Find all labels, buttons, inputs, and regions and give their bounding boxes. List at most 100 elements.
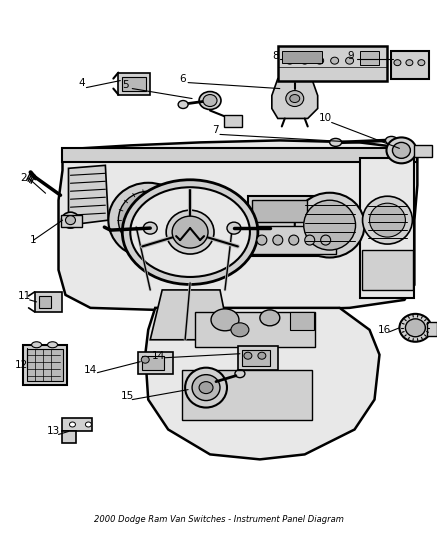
Ellipse shape bbox=[257, 235, 267, 245]
Text: 4: 4 bbox=[78, 78, 85, 87]
Ellipse shape bbox=[321, 235, 331, 245]
Ellipse shape bbox=[260, 310, 280, 326]
FancyBboxPatch shape bbox=[282, 51, 321, 63]
Ellipse shape bbox=[418, 60, 425, 66]
Text: 10: 10 bbox=[319, 114, 332, 124]
Text: 16: 16 bbox=[378, 325, 391, 335]
FancyBboxPatch shape bbox=[142, 356, 164, 370]
Ellipse shape bbox=[61, 212, 79, 228]
Text: 2000 Dodge Ram Van Switches - Instrument Panel Diagram: 2000 Dodge Ram Van Switches - Instrument… bbox=[94, 515, 344, 524]
FancyBboxPatch shape bbox=[414, 146, 432, 157]
Polygon shape bbox=[145, 308, 379, 459]
Ellipse shape bbox=[70, 422, 75, 427]
Ellipse shape bbox=[192, 375, 220, 401]
Polygon shape bbox=[59, 140, 417, 312]
Text: 9: 9 bbox=[347, 51, 354, 61]
Ellipse shape bbox=[185, 368, 227, 408]
Ellipse shape bbox=[211, 309, 239, 331]
Ellipse shape bbox=[199, 382, 213, 393]
Ellipse shape bbox=[346, 57, 353, 64]
Text: 11: 11 bbox=[18, 291, 31, 301]
Ellipse shape bbox=[178, 101, 188, 109]
Ellipse shape bbox=[258, 352, 266, 359]
FancyBboxPatch shape bbox=[242, 350, 270, 366]
Ellipse shape bbox=[273, 235, 283, 245]
Ellipse shape bbox=[231, 323, 249, 337]
Ellipse shape bbox=[406, 60, 413, 66]
Text: 15: 15 bbox=[120, 391, 134, 401]
Ellipse shape bbox=[286, 91, 304, 107]
Polygon shape bbox=[68, 165, 108, 225]
Text: 14: 14 bbox=[84, 365, 97, 375]
FancyBboxPatch shape bbox=[361, 250, 413, 290]
FancyBboxPatch shape bbox=[195, 312, 314, 347]
Text: 14: 14 bbox=[152, 351, 165, 361]
Ellipse shape bbox=[406, 319, 425, 337]
Ellipse shape bbox=[289, 235, 299, 245]
Ellipse shape bbox=[199, 92, 221, 109]
Text: 2: 2 bbox=[20, 173, 27, 183]
FancyBboxPatch shape bbox=[122, 77, 146, 91]
Ellipse shape bbox=[385, 136, 397, 144]
Ellipse shape bbox=[141, 356, 149, 363]
Ellipse shape bbox=[244, 352, 252, 359]
Ellipse shape bbox=[331, 57, 339, 64]
FancyBboxPatch shape bbox=[392, 51, 429, 78]
Ellipse shape bbox=[301, 57, 309, 64]
Ellipse shape bbox=[227, 222, 241, 234]
Text: 8: 8 bbox=[272, 51, 279, 61]
Text: 13: 13 bbox=[47, 426, 60, 437]
FancyBboxPatch shape bbox=[63, 432, 77, 443]
FancyBboxPatch shape bbox=[63, 417, 92, 432]
Ellipse shape bbox=[66, 216, 75, 224]
Ellipse shape bbox=[143, 222, 157, 234]
FancyBboxPatch shape bbox=[27, 349, 64, 381]
Text: 5: 5 bbox=[122, 79, 129, 90]
FancyBboxPatch shape bbox=[224, 116, 242, 127]
Ellipse shape bbox=[48, 342, 57, 348]
FancyBboxPatch shape bbox=[60, 215, 82, 227]
FancyBboxPatch shape bbox=[238, 346, 278, 370]
Ellipse shape bbox=[394, 60, 401, 66]
Polygon shape bbox=[63, 148, 417, 163]
FancyBboxPatch shape bbox=[35, 292, 63, 312]
Ellipse shape bbox=[85, 422, 92, 427]
Ellipse shape bbox=[386, 138, 417, 163]
Ellipse shape bbox=[32, 342, 42, 348]
FancyBboxPatch shape bbox=[23, 345, 67, 385]
FancyBboxPatch shape bbox=[138, 352, 173, 374]
FancyBboxPatch shape bbox=[248, 196, 338, 256]
FancyBboxPatch shape bbox=[360, 51, 379, 64]
Ellipse shape bbox=[305, 235, 314, 245]
Ellipse shape bbox=[172, 216, 208, 248]
FancyBboxPatch shape bbox=[252, 200, 307, 222]
FancyBboxPatch shape bbox=[39, 296, 50, 308]
Ellipse shape bbox=[166, 210, 214, 254]
FancyBboxPatch shape bbox=[427, 322, 437, 336]
Text: 6: 6 bbox=[179, 74, 185, 84]
FancyBboxPatch shape bbox=[290, 312, 314, 330]
Ellipse shape bbox=[138, 211, 158, 229]
FancyBboxPatch shape bbox=[278, 46, 388, 80]
Text: 7: 7 bbox=[212, 125, 218, 135]
Ellipse shape bbox=[330, 139, 342, 147]
FancyBboxPatch shape bbox=[252, 226, 336, 254]
Ellipse shape bbox=[295, 193, 364, 257]
Ellipse shape bbox=[304, 200, 356, 250]
Text: 12: 12 bbox=[15, 360, 28, 370]
Polygon shape bbox=[150, 290, 230, 340]
FancyBboxPatch shape bbox=[118, 72, 150, 94]
Ellipse shape bbox=[290, 94, 300, 102]
Ellipse shape bbox=[286, 57, 294, 64]
Polygon shape bbox=[272, 78, 318, 118]
Ellipse shape bbox=[399, 314, 431, 342]
Ellipse shape bbox=[203, 94, 217, 107]
Ellipse shape bbox=[363, 196, 413, 244]
Ellipse shape bbox=[108, 183, 188, 257]
Text: 1: 1 bbox=[30, 235, 37, 245]
FancyBboxPatch shape bbox=[182, 370, 312, 419]
FancyBboxPatch shape bbox=[360, 158, 414, 298]
Ellipse shape bbox=[370, 203, 406, 237]
Ellipse shape bbox=[316, 57, 324, 64]
Ellipse shape bbox=[122, 180, 258, 285]
